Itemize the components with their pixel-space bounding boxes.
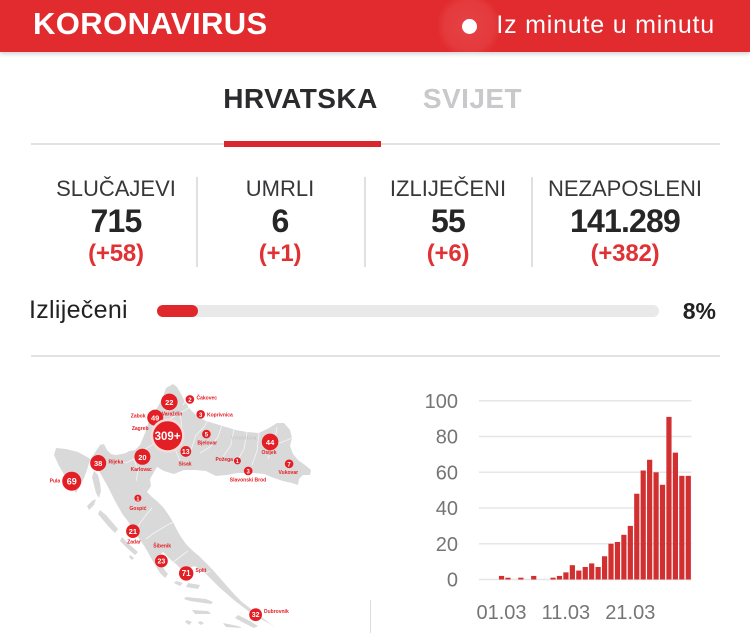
svg-text:21.03: 21.03 — [605, 602, 655, 624]
svg-text:Sisak: Sisak — [178, 462, 191, 468]
svg-text:Zadar: Zadar — [127, 540, 141, 546]
svg-text:22: 22 — [165, 398, 173, 407]
svg-text:38: 38 — [94, 459, 102, 468]
svg-text:Zagreb: Zagreb — [132, 426, 149, 432]
svg-text:Čakovec: Čakovec — [197, 395, 218, 402]
svg-text:1: 1 — [136, 497, 139, 503]
svg-text:32: 32 — [252, 612, 260, 619]
svg-text:Koprivnica: Koprivnica — [207, 412, 233, 418]
svg-text:23: 23 — [158, 559, 166, 566]
svg-text:49: 49 — [151, 414, 159, 423]
svg-text:60: 60 — [436, 462, 458, 484]
svg-text:Osijek: Osijek — [261, 450, 276, 456]
svg-text:11.03: 11.03 — [542, 602, 591, 624]
svg-text:Zabok: Zabok — [131, 414, 146, 420]
svg-text:3: 3 — [199, 413, 203, 419]
svg-text:20: 20 — [138, 453, 146, 462]
svg-text:5: 5 — [205, 433, 209, 439]
svg-text:44: 44 — [266, 438, 275, 447]
svg-text:309+: 309+ — [155, 431, 181, 443]
svg-text:Dubrovnik: Dubrovnik — [264, 609, 289, 615]
svg-text:20: 20 — [436, 534, 458, 556]
svg-text:0: 0 — [447, 570, 458, 592]
svg-text:Varaždin: Varaždin — [162, 412, 183, 418]
svg-text:Split: Split — [196, 568, 207, 574]
svg-text:40: 40 — [436, 498, 458, 520]
svg-text:13: 13 — [182, 449, 190, 456]
svg-text:21: 21 — [129, 527, 137, 536]
svg-text:100: 100 — [425, 391, 458, 413]
svg-text:Gospić: Gospić — [129, 506, 146, 512]
svg-text:71: 71 — [182, 569, 191, 578]
svg-text:80: 80 — [436, 427, 458, 449]
svg-text:01.03: 01.03 — [476, 602, 526, 624]
svg-text:Pula: Pula — [50, 478, 61, 484]
svg-text:Vukovar: Vukovar — [279, 470, 299, 476]
svg-text:Požega: Požega — [215, 457, 233, 463]
svg-text:Slavonski Brod: Slavonski Brod — [230, 478, 266, 484]
svg-text:Bjelovar: Bjelovar — [197, 441, 217, 447]
svg-text:Šibenik: Šibenik — [153, 542, 171, 550]
svg-text:69: 69 — [67, 477, 77, 487]
svg-text:7: 7 — [287, 462, 291, 468]
svg-text:2: 2 — [188, 398, 192, 404]
svg-text:Virovitica: Virovitica — [231, 436, 256, 442]
svg-text:1: 1 — [236, 459, 239, 465]
svg-text:3: 3 — [247, 470, 251, 476]
svg-text:Rijeka: Rijeka — [109, 459, 124, 465]
svg-text:Karlovac: Karlovac — [131, 467, 152, 473]
